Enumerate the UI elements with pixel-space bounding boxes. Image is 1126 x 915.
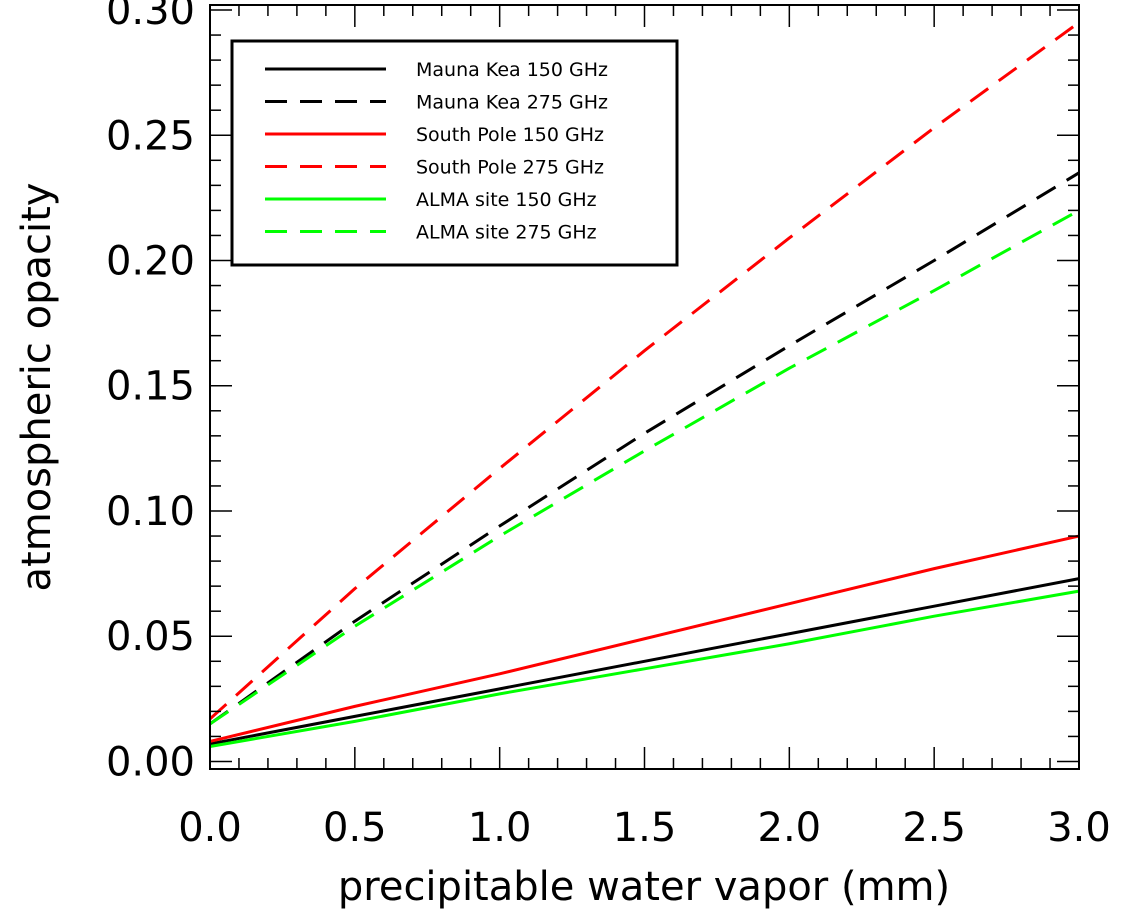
y-tick-label: 0.00 <box>106 739 195 785</box>
x-axis-label: precipitable water vapor (mm) <box>338 864 950 910</box>
y-tick-label: 0.25 <box>106 113 195 159</box>
legend-entry-label: Mauna Kea 150 GHz <box>416 59 608 81</box>
y-axis-label: atmospheric opacity <box>14 183 60 592</box>
x-tick-label: 0.0 <box>178 805 242 851</box>
series-line-1 <box>209 577 1080 746</box>
x-tick-label: 1.5 <box>613 805 677 851</box>
legend-entry-label: ALMA site 150 GHz <box>416 189 597 211</box>
legend-entry-label: ALMA site 275 GHz <box>416 222 597 244</box>
series-line-5 <box>209 589 1080 748</box>
legend-entry-label: South Pole 150 GHz <box>416 124 604 146</box>
series-line-4 <box>208 21 1080 721</box>
y-tick-label: 0.15 <box>106 364 195 410</box>
ticks-layer <box>209 5 1080 769</box>
x-tick-label: 0.5 <box>323 805 387 851</box>
series-line-3 <box>209 534 1080 743</box>
x-tick-label: 2.0 <box>758 805 822 851</box>
x-tick-label: 1.0 <box>468 805 532 851</box>
series-layer <box>208 21 1080 748</box>
legend-entry-label: Mauna Kea 275 GHz <box>416 92 608 114</box>
legend-box <box>230 39 679 267</box>
y-tick-label: 0.20 <box>106 239 195 285</box>
legend: Mauna Kea 150 GHz Mauna Kea 275 GHz South … <box>230 39 679 267</box>
y-tick-labels: 0.00 0.05 0.10 0.15 0.20 0.25 0.30 <box>106 0 195 785</box>
legend-entry-label: South Pole 275 GHz <box>416 157 604 179</box>
y-tick-label: 0.10 <box>106 489 195 535</box>
x-tick-label: 3.0 <box>1047 805 1111 851</box>
x-tick-label: 2.5 <box>902 805 966 851</box>
series-line-6 <box>209 209 1080 726</box>
y-tick-label: 0.30 <box>106 0 195 34</box>
x-tick-labels: 0.0 0.5 1.0 1.5 2.0 2.5 3.0 <box>178 805 1111 851</box>
series-line-2 <box>209 171 1080 726</box>
y-tick-label: 0.05 <box>106 614 195 660</box>
